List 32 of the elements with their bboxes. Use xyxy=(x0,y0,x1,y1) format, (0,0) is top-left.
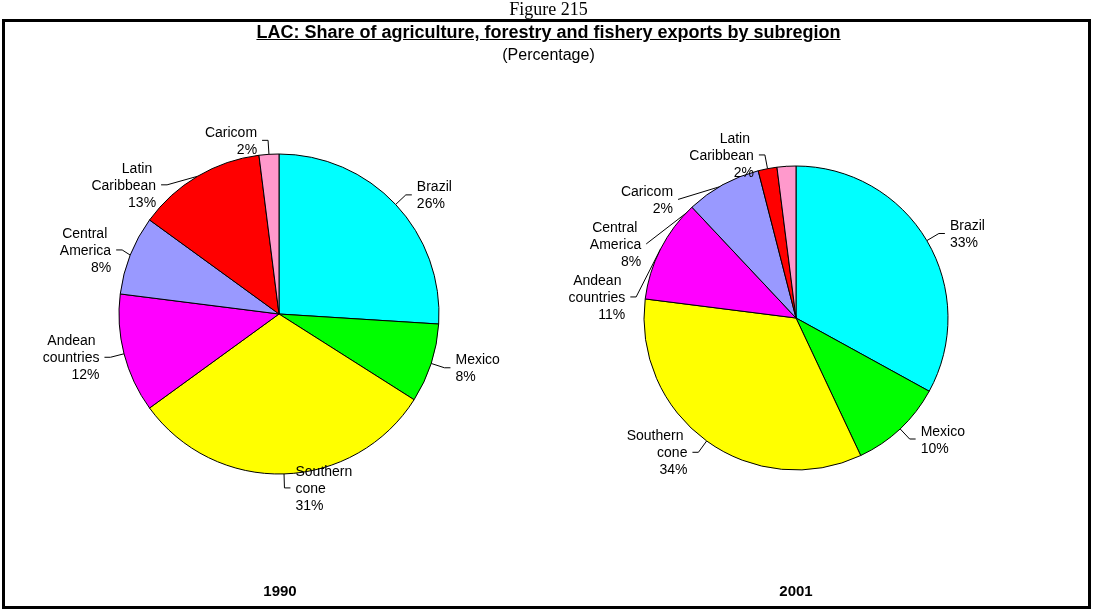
slice-label: Mexico xyxy=(920,422,966,439)
data-label: 8% xyxy=(620,252,642,269)
data-label: 2% xyxy=(652,199,674,216)
slice-label: Andean countries xyxy=(568,271,626,305)
data-label: 31% xyxy=(295,496,324,513)
slice-label: Brazil xyxy=(949,217,985,233)
slice-label: Caricom xyxy=(204,123,258,140)
data-label: 2% xyxy=(236,140,258,157)
data-label: 11% xyxy=(598,305,626,322)
slice-label: Southern cone xyxy=(626,427,688,461)
data-label: 33% xyxy=(949,234,978,250)
slice-label: Latin Caribbean xyxy=(91,159,157,193)
data-label: 8% xyxy=(455,368,476,385)
slice-label: Latin Caribbean xyxy=(689,129,754,163)
slice-label: Southern cone xyxy=(295,462,357,496)
caption: Figure 215 xyxy=(508,0,589,19)
text: LAC: Share of agriculture, forestry and fishery exports by subregion xyxy=(255,22,842,43)
data-label: 8% xyxy=(90,258,112,275)
slice-label: Central America xyxy=(59,224,112,258)
slice-label: Caricom xyxy=(620,182,674,199)
slice-label: Central America xyxy=(589,218,642,252)
data-label: 26% xyxy=(416,195,445,212)
text: 2001 xyxy=(778,582,814,599)
slice-label: Andean countries xyxy=(42,332,100,366)
text: (Percentage) xyxy=(501,46,596,64)
data-label: 34% xyxy=(659,461,688,478)
text: 1990 xyxy=(262,582,298,599)
slice-label: Brazil xyxy=(416,178,452,195)
data-label: 13% xyxy=(128,193,157,210)
data-label: 12% xyxy=(71,366,100,383)
slice-label: Mexico xyxy=(455,351,501,368)
data-label: 10% xyxy=(920,439,949,456)
